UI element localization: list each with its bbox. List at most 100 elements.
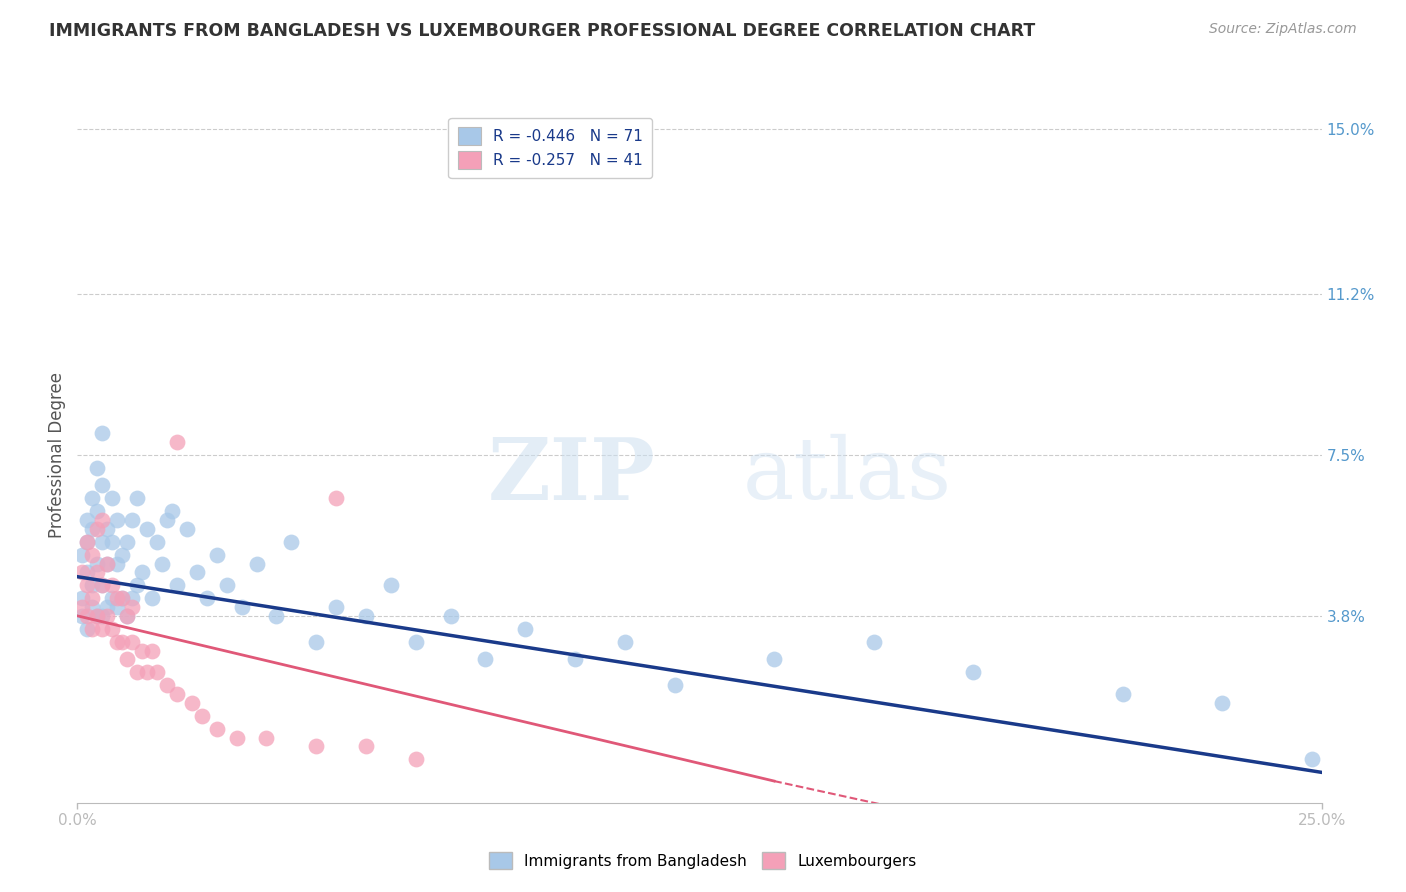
Point bbox=[86, 557, 108, 571]
Point bbox=[82, 548, 104, 562]
Point bbox=[176, 522, 198, 536]
Point bbox=[91, 608, 114, 623]
Point bbox=[121, 513, 143, 527]
Text: Source: ZipAtlas.com: Source: ZipAtlas.com bbox=[1209, 22, 1357, 37]
Point bbox=[86, 608, 108, 623]
Point bbox=[125, 491, 148, 506]
Point bbox=[86, 504, 108, 518]
Point bbox=[515, 622, 537, 636]
Point bbox=[72, 548, 94, 562]
Point bbox=[96, 557, 118, 571]
Point bbox=[245, 557, 267, 571]
Point bbox=[191, 708, 214, 723]
Point bbox=[101, 534, 124, 549]
Point bbox=[76, 578, 98, 592]
Point bbox=[146, 665, 169, 680]
Point bbox=[231, 600, 253, 615]
Legend: R = -0.446   N = 71, R = -0.257   N = 41: R = -0.446 N = 71, R = -0.257 N = 41 bbox=[449, 118, 652, 178]
Point bbox=[195, 591, 218, 606]
Point bbox=[125, 665, 148, 680]
Point bbox=[180, 696, 202, 710]
Point bbox=[156, 513, 179, 527]
Point bbox=[613, 635, 636, 649]
Point bbox=[76, 513, 98, 527]
Point bbox=[91, 426, 114, 441]
Point bbox=[131, 566, 153, 580]
Point bbox=[225, 731, 247, 745]
Point bbox=[82, 622, 104, 636]
Point bbox=[305, 739, 328, 754]
Point bbox=[96, 522, 118, 536]
Point bbox=[82, 522, 104, 536]
Point bbox=[664, 678, 686, 692]
Point bbox=[82, 600, 104, 615]
Point bbox=[91, 534, 114, 549]
Point bbox=[160, 504, 183, 518]
Text: ZIP: ZIP bbox=[488, 434, 657, 517]
Point bbox=[380, 578, 402, 592]
Point bbox=[101, 591, 124, 606]
Point bbox=[1111, 687, 1133, 701]
Point bbox=[150, 557, 173, 571]
Point bbox=[86, 608, 108, 623]
Point bbox=[91, 578, 114, 592]
Point bbox=[96, 608, 118, 623]
Point bbox=[354, 739, 377, 754]
Point bbox=[136, 665, 159, 680]
Point bbox=[111, 635, 134, 649]
Point bbox=[862, 635, 884, 649]
Point bbox=[141, 643, 163, 657]
Point bbox=[91, 622, 114, 636]
Point bbox=[86, 461, 108, 475]
Point bbox=[1211, 696, 1233, 710]
Point bbox=[166, 578, 188, 592]
Point bbox=[115, 608, 138, 623]
Point bbox=[82, 578, 104, 592]
Point bbox=[96, 557, 118, 571]
Point bbox=[76, 622, 98, 636]
Point bbox=[136, 522, 159, 536]
Point bbox=[146, 534, 169, 549]
Point bbox=[76, 608, 98, 623]
Point bbox=[76, 566, 98, 580]
Point bbox=[105, 600, 128, 615]
Point bbox=[440, 608, 463, 623]
Point bbox=[215, 578, 238, 592]
Point bbox=[121, 635, 143, 649]
Point bbox=[354, 608, 377, 623]
Point bbox=[405, 752, 427, 766]
Point bbox=[962, 665, 984, 680]
Point bbox=[266, 608, 288, 623]
Y-axis label: Professional Degree: Professional Degree bbox=[48, 372, 66, 538]
Point bbox=[72, 608, 94, 623]
Point bbox=[82, 591, 104, 606]
Point bbox=[101, 578, 124, 592]
Point bbox=[205, 722, 228, 736]
Point bbox=[280, 534, 302, 549]
Point bbox=[325, 600, 347, 615]
Text: atlas: atlas bbox=[742, 434, 952, 517]
Point bbox=[86, 566, 108, 580]
Point bbox=[72, 566, 94, 580]
Point bbox=[186, 566, 208, 580]
Point bbox=[131, 643, 153, 657]
Point bbox=[1301, 752, 1323, 766]
Point bbox=[101, 491, 124, 506]
Point bbox=[121, 591, 143, 606]
Point bbox=[564, 652, 586, 666]
Point bbox=[105, 635, 128, 649]
Point bbox=[256, 731, 278, 745]
Point bbox=[405, 635, 427, 649]
Point bbox=[105, 591, 128, 606]
Point bbox=[115, 608, 138, 623]
Legend: Immigrants from Bangladesh, Luxembourgers: Immigrants from Bangladesh, Luxembourger… bbox=[484, 846, 922, 875]
Point bbox=[82, 491, 104, 506]
Point bbox=[141, 591, 163, 606]
Text: IMMIGRANTS FROM BANGLADESH VS LUXEMBOURGER PROFESSIONAL DEGREE CORRELATION CHART: IMMIGRANTS FROM BANGLADESH VS LUXEMBOURG… bbox=[49, 22, 1035, 40]
Point bbox=[91, 478, 114, 492]
Point bbox=[72, 600, 94, 615]
Point bbox=[111, 591, 134, 606]
Point bbox=[205, 548, 228, 562]
Point bbox=[121, 600, 143, 615]
Point bbox=[76, 534, 98, 549]
